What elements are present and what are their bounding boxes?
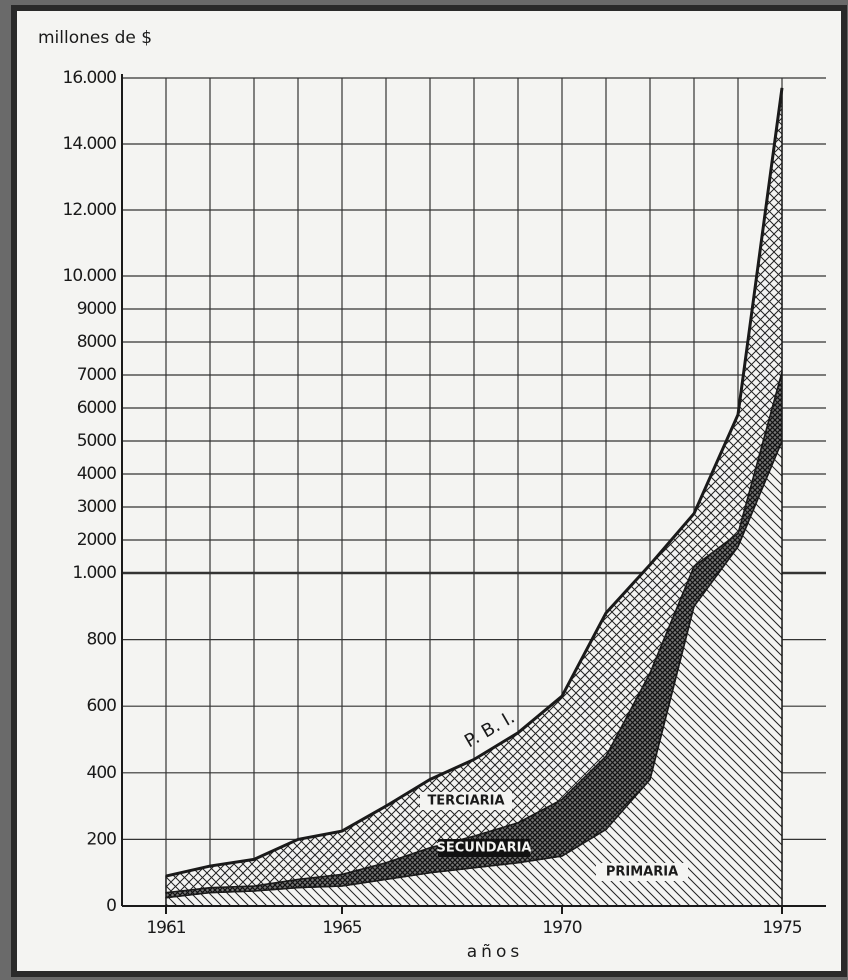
y-axis-label: millones de $ — [38, 28, 152, 48]
y-tick-label: 6000 — [77, 398, 116, 418]
label-bg — [596, 863, 688, 881]
y-tick-label: 4000 — [77, 464, 116, 484]
y-tick-label: 16.000 — [63, 68, 117, 88]
y-tick-label: 7000 — [77, 365, 116, 385]
label-bg — [420, 792, 512, 810]
x-tick-label: 1961 — [146, 918, 185, 938]
x-tick-label: 1970 — [542, 918, 581, 938]
y-tick-label: 14.000 — [63, 134, 117, 154]
y-tick-label: 5000 — [77, 431, 116, 451]
y-tick-label: 0 — [106, 896, 116, 916]
y-tick-label: 12.000 — [63, 200, 117, 220]
series-label: PRIMARIA — [606, 865, 678, 880]
x-axis-label: años — [467, 942, 523, 962]
x-tick-label: 1975 — [762, 918, 801, 938]
label-bg — [438, 839, 530, 857]
y-tick-label: 1.000 — [72, 563, 116, 583]
y-tick-label: 2000 — [77, 530, 116, 550]
y-tick-label: 9000 — [77, 299, 116, 319]
y-tick-label: 3000 — [77, 497, 116, 517]
y-tick-label: 200 — [87, 829, 117, 849]
y-tick-label: 10.000 — [63, 266, 117, 286]
plot — [122, 77, 826, 907]
series-label: SECUNDARIA — [437, 841, 532, 856]
y-tick-label: 800 — [87, 630, 117, 650]
y-tick-label: 600 — [87, 696, 117, 716]
x-tick-label: 1965 — [322, 918, 361, 938]
total-line — [165, 87, 784, 878]
series-label: TERCIARIA — [427, 794, 504, 809]
y-tick-label: 400 — [87, 763, 117, 783]
y-tick-label: 8000 — [77, 332, 116, 352]
